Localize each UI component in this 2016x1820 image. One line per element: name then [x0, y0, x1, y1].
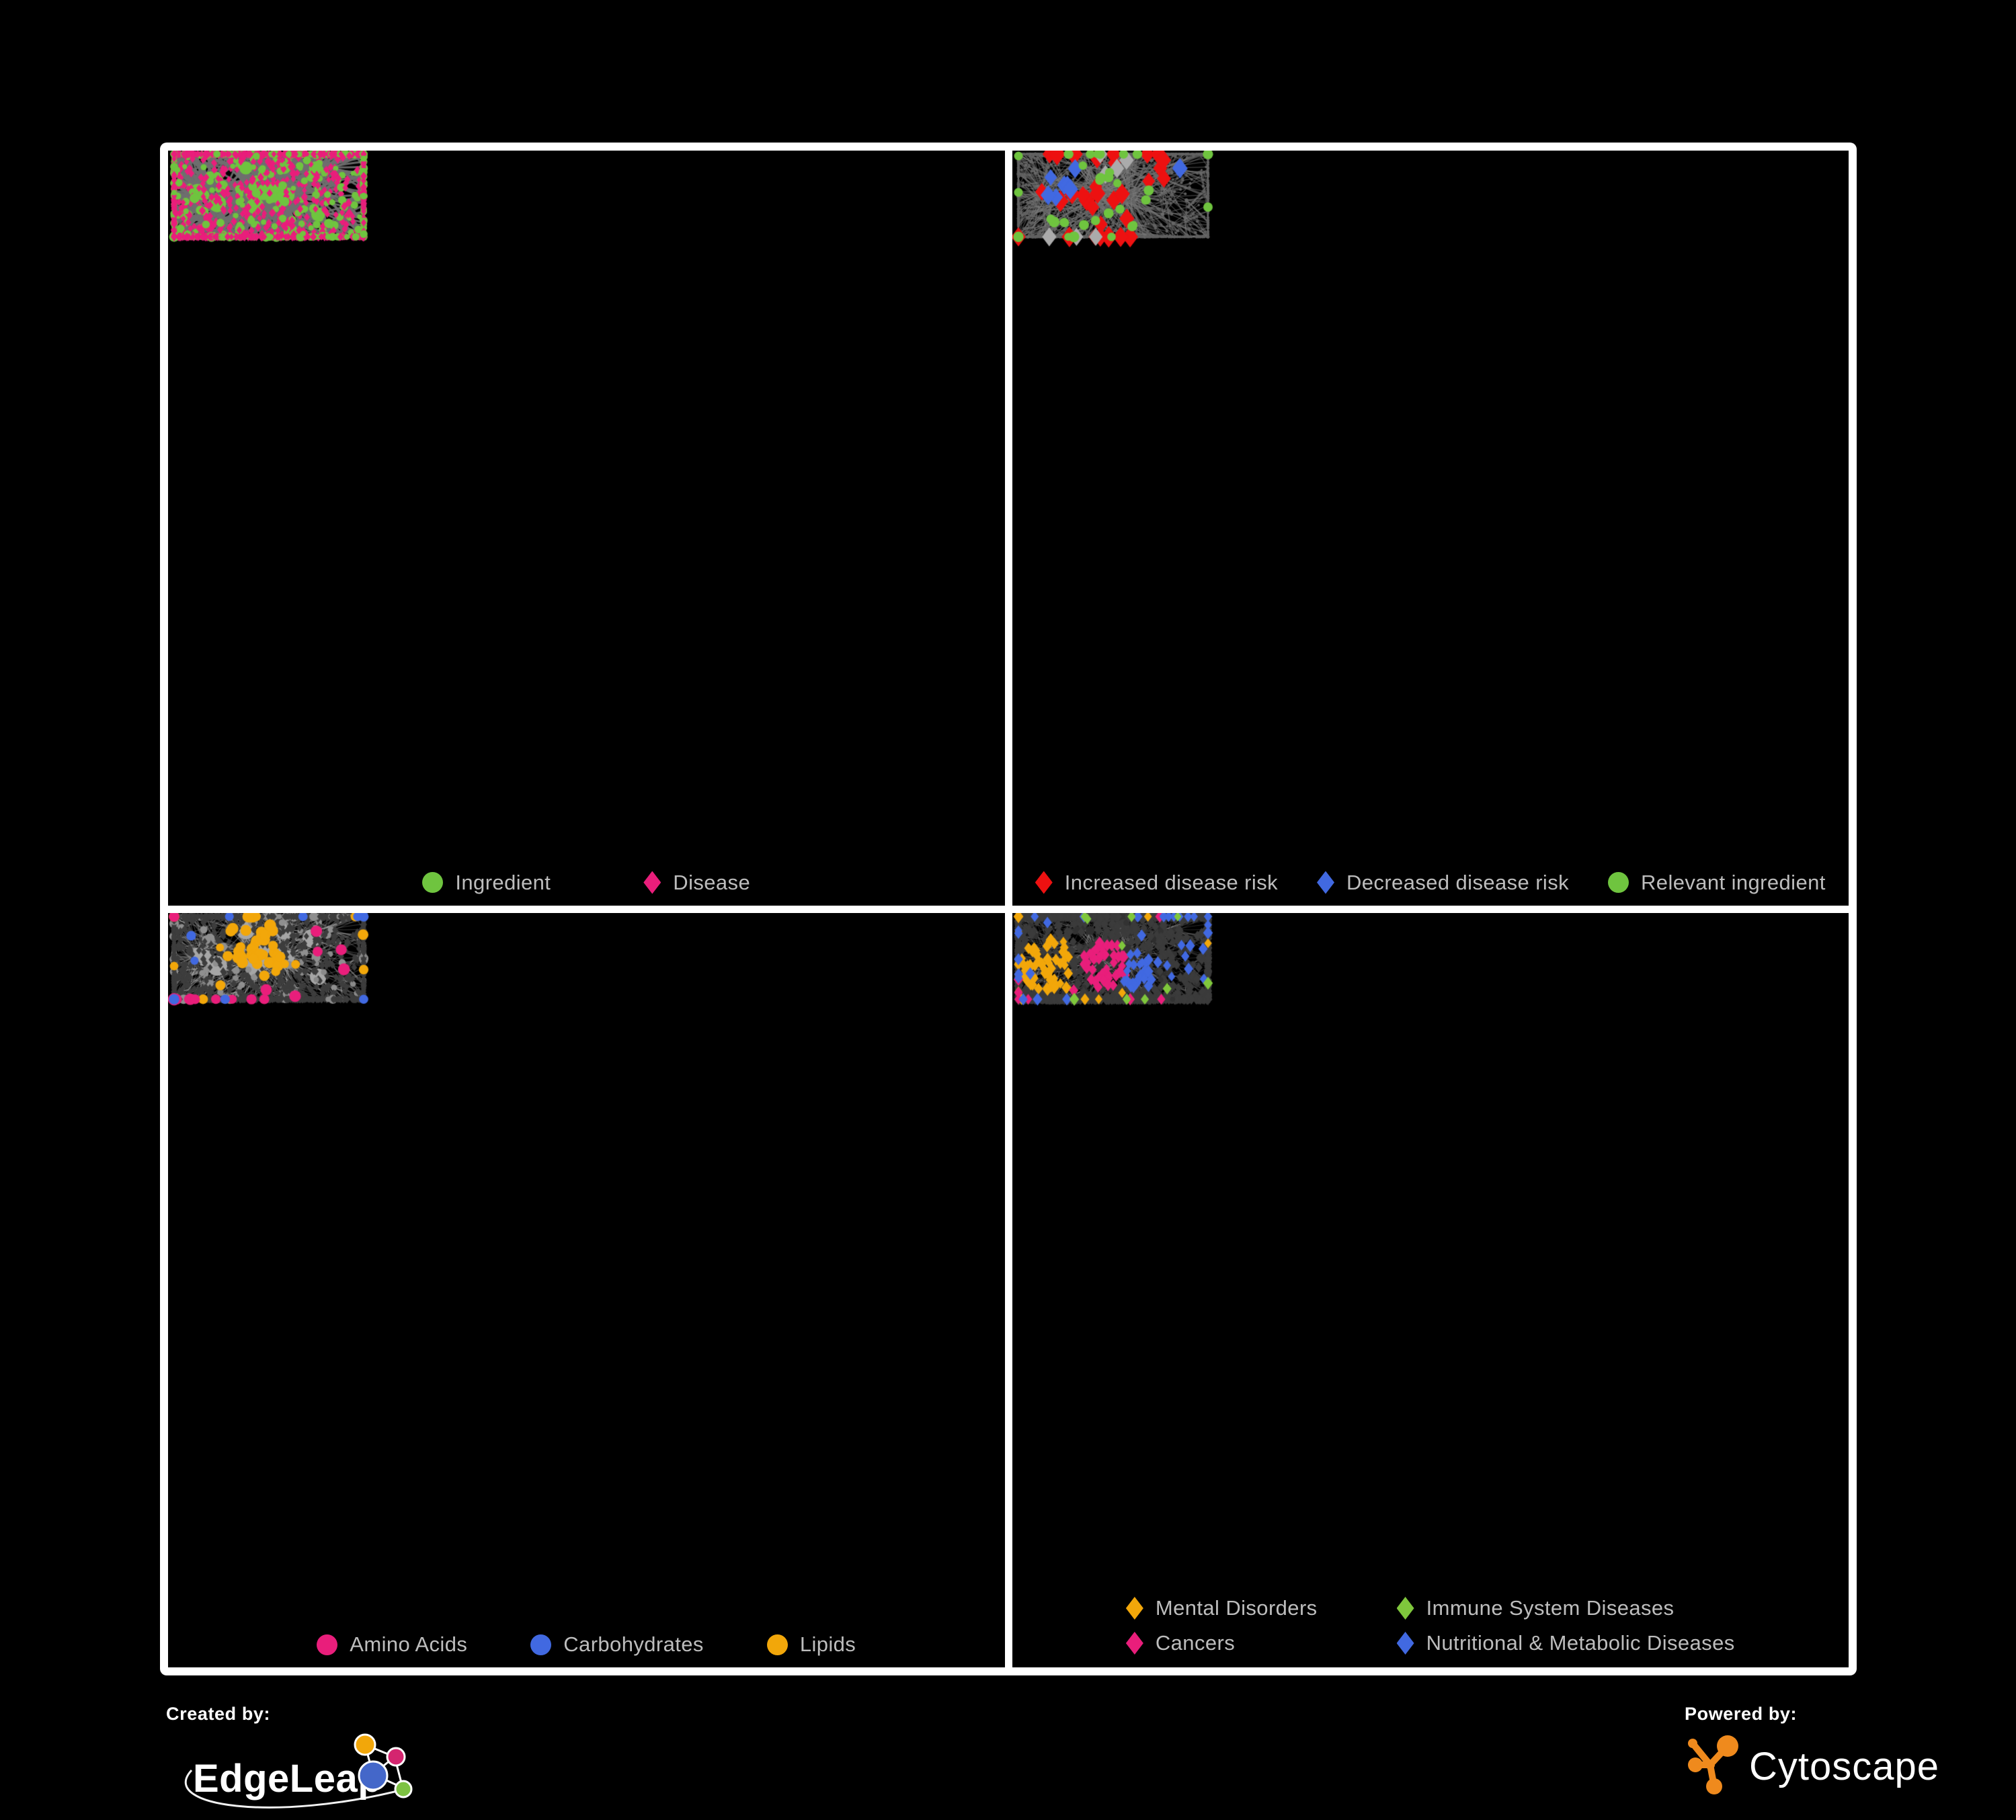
legend-item-cancers: Cancers [1125, 1631, 1318, 1655]
edgeleap-wordmark: EdgeLeap [193, 1757, 382, 1801]
legend-disease-class: Mental Disorders Immune System Diseases Ca… [1012, 1596, 1849, 1655]
legend-ingredient-disease: Ingredient Disease [168, 871, 1005, 895]
circle-swatch-icon [317, 1634, 338, 1655]
legend-item-carbohydrates: Carbohydrates [530, 1632, 704, 1657]
legend-item-amino-acids: Amino Acids [317, 1632, 467, 1657]
legend-label: Increased disease risk [1064, 870, 1278, 894]
panel-disease-class-network: Mental Disorders Immune System Diseases Ca… [1012, 912, 1849, 1667]
created-by-label: Created by: [166, 1704, 271, 1724]
legend-label: Relevant ingredient [1641, 870, 1826, 894]
cytoscape-wordmark: Cytoscape [1749, 1745, 1939, 1788]
diamond-swatch-icon [1125, 1632, 1143, 1655]
powered-by-label: Powered by: [1685, 1704, 1798, 1724]
legend-item-nutritional-metabolic-diseases: Nutritional & Metabolic Diseases [1396, 1631, 1735, 1655]
created-by-block: Created by: EdgeLeap [166, 1704, 421, 1815]
panel-ingredient-disease-network: Ingredient Disease [168, 151, 1005, 906]
legend-label: Amino Acids [350, 1632, 468, 1656]
panel-nutrient-class-network: Amino Acids Carbohydrates Lipids [168, 912, 1005, 1667]
figure-grid: Ingredient Disease Increased disease risk… [160, 143, 1857, 1675]
edgeleap-logo: EdgeLeap [184, 1733, 413, 1809]
legend-label: Nutritional & Metabolic Diseases [1426, 1631, 1735, 1655]
legend-item-increased-disease-risk: Increased disease risk [1035, 871, 1278, 895]
legend-label: Mental Disorders [1155, 1596, 1318, 1620]
circle-swatch-icon [766, 1634, 788, 1655]
legend-label: Immune System Diseases [1426, 1596, 1675, 1620]
diamond-swatch-icon [1035, 871, 1053, 894]
circle-swatch-icon [1608, 872, 1629, 893]
cytoscape-glyph-nodes [1688, 1735, 1738, 1794]
diamond-swatch-icon [1317, 871, 1334, 894]
edgeleap-glyph-nodes [354, 1733, 413, 1798]
diamond-swatch-icon [1396, 1597, 1414, 1620]
legend-item-lipids: Lipids [766, 1632, 856, 1657]
cytoscape-logo: Cytoscape [1688, 1735, 1939, 1794]
legend-label: Ingredient [455, 870, 551, 894]
legend-item-disease: Disease [643, 871, 750, 895]
circle-swatch-icon [530, 1634, 552, 1655]
panel-disease-risk-network: Increased disease risk Decreased disease … [1012, 151, 1849, 906]
legend-item-decreased-disease-risk: Decreased disease risk [1317, 871, 1569, 895]
legend-item-ingredient: Ingredient [422, 871, 551, 895]
legend-label: Cancers [1155, 1631, 1236, 1655]
legend-disease-risk: Increased disease risk Decreased disease … [1012, 871, 1849, 895]
legend-item-relevant-ingredient: Relevant ingredient [1608, 871, 1826, 895]
legend-item-mental-disorders: Mental Disorders [1125, 1596, 1318, 1620]
legend-item-immune-system-diseases: Immune System Diseases [1396, 1596, 1735, 1620]
disease-risk-network-canvas [1012, 151, 1214, 251]
ingredient-disease-network-canvas [168, 151, 370, 251]
circle-swatch-icon [422, 872, 444, 893]
legend-label: Decreased disease risk [1346, 870, 1570, 894]
disease-class-network-canvas [1012, 912, 1214, 1014]
edgeleap-swoosh [184, 1769, 406, 1809]
diamond-swatch-icon [643, 871, 661, 894]
legend-nutrient-class: Amino Acids Carbohydrates Lipids [168, 1632, 1005, 1657]
diamond-swatch-icon [1125, 1597, 1143, 1620]
legend-label: Disease [673, 870, 751, 894]
diamond-swatch-icon [1396, 1632, 1414, 1655]
nutrient-class-network-canvas [168, 912, 370, 1014]
powered-by-block: Powered by: Cytoscape [1685, 1704, 1967, 1807]
legend-label: Lipids [799, 1632, 856, 1656]
legend-label: Carbohydrates [563, 1632, 704, 1656]
